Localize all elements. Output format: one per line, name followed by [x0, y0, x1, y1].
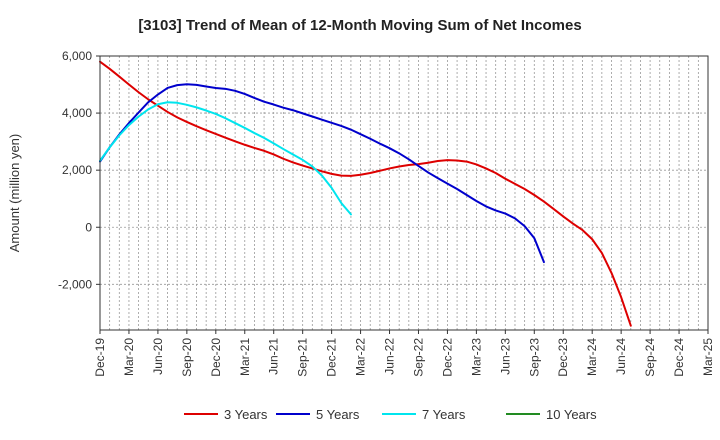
x-tick-label: Mar-21 [238, 338, 252, 376]
x-tick-label: Sep-21 [296, 338, 310, 377]
x-tick-label: Jun-23 [498, 338, 512, 375]
series-line-3-years [99, 60, 632, 327]
x-tick-label: Dec-22 [440, 338, 454, 377]
y-tick-label: 4,000 [62, 106, 92, 120]
legend-label-7-years: 7 Years [422, 407, 466, 422]
legend: 3 Years 5 Years 7 Years 10 Years [184, 407, 597, 422]
legend-label-10-years: 10 Years [546, 407, 597, 422]
grid-lines [100, 55, 708, 330]
x-tick-label: Dec-19 [93, 338, 107, 377]
y-axis-label: Amount (million yen) [7, 134, 22, 253]
x-tick-label: Dec-21 [325, 338, 339, 377]
x-tick-label: Sep-22 [411, 338, 425, 377]
x-tick-label: Mar-20 [122, 338, 136, 376]
y-tick-label: 2,000 [62, 163, 92, 177]
x-tick-label: Sep-20 [180, 338, 194, 377]
y-tick-label: 6,000 [62, 49, 92, 63]
x-tick-label: Dec-24 [672, 338, 686, 377]
x-tick-label: Jun-21 [267, 338, 281, 375]
x-tick-label: Jun-24 [614, 338, 628, 375]
series-line-5-years [99, 83, 545, 264]
x-tick-label: Mar-24 [585, 338, 599, 376]
x-axis-ticks: Dec-19 Mar-20 Jun-20 Sep-20 Dec-20 Mar-21 Jun-… [93, 330, 715, 377]
x-tick-label: Jun-22 [383, 338, 397, 375]
legend-label-3-years: 3 Years [224, 407, 268, 422]
x-tick-label: Jun-20 [151, 338, 165, 375]
x-tick-label: Sep-24 [643, 338, 657, 377]
y-tick-label: 0 [85, 220, 92, 234]
series-line-7-years [99, 101, 352, 216]
legend-label-5-years: 5 Years [316, 407, 360, 422]
x-tick-label: Mar-22 [354, 338, 368, 376]
y-axis-ticks: 6,000 4,000 2,000 0 -2,000 [58, 49, 100, 291]
x-tick-label: Dec-20 [209, 338, 223, 377]
x-tick-label: Dec-23 [556, 338, 570, 377]
x-tick-label: Mar-25 [701, 338, 715, 376]
series-lines [99, 60, 632, 327]
chart-title: [3103] Trend of Mean of 12-Month Moving … [138, 17, 581, 34]
plot-frame [99, 55, 709, 331]
x-tick-label: Sep-23 [527, 338, 541, 377]
x-tick-label: Mar-23 [469, 338, 483, 376]
y-tick-label: -2,000 [58, 277, 92, 291]
